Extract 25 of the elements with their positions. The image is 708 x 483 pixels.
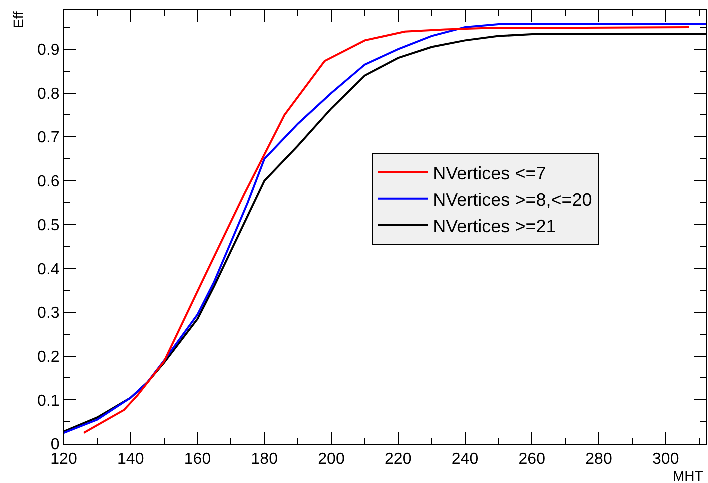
- x-tick-label: 280: [586, 451, 612, 468]
- y-tick-label: 0.7: [38, 130, 60, 147]
- y-tick-label: 0.8: [38, 86, 60, 103]
- y-tick-label: 0.1: [38, 392, 60, 410]
- y-tick-label: 0.9: [38, 42, 60, 60]
- x-tick-label: 260: [518, 451, 546, 468]
- x-tick-label: 140: [118, 451, 144, 468]
- x-tick-label: 300: [652, 451, 680, 468]
- x-axis-title: MHT: [673, 468, 704, 483]
- y-tick-label: 0.2: [38, 348, 60, 366]
- x-tick-label: 220: [385, 451, 412, 468]
- x-tick-label: 180: [251, 451, 278, 468]
- y-axis-title: Eff: [10, 12, 26, 28]
- y-tick-label: 0: [50, 436, 60, 454]
- legend-label: NVertices >=8,<=20: [433, 190, 592, 210]
- legend-label: NVertices >=21: [433, 216, 556, 236]
- y-tick-label: 0.4: [38, 261, 60, 278]
- y-tick-label: 0.5: [38, 217, 60, 234]
- legend-label: NVertices <=7: [433, 163, 546, 184]
- x-tick-label: 160: [184, 451, 212, 468]
- y-tick-label: 0.3: [38, 305, 60, 322]
- x-tick-label: 200: [318, 451, 345, 468]
- y-tick-label: 0.6: [38, 174, 60, 191]
- x-tick-label: 120: [50, 451, 78, 468]
- x-tick-label: 240: [452, 451, 479, 468]
